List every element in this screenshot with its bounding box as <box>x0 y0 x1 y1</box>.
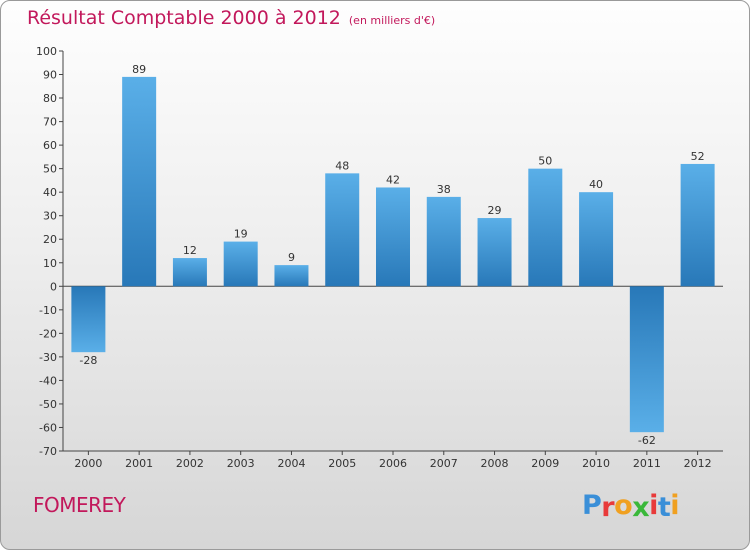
bar-2004 <box>274 265 309 287</box>
x-tick-label: 2012 <box>684 457 712 470</box>
x-tick-label: 2002 <box>176 457 204 470</box>
y-tick-label: -10 <box>39 304 57 317</box>
logo-letter: i <box>649 490 658 521</box>
y-tick-label: -50 <box>39 398 57 411</box>
logo-letter: t <box>657 492 671 523</box>
logo-letter: o <box>614 490 633 521</box>
y-tick-label: 40 <box>43 186 57 199</box>
logo-letter: i <box>670 490 680 521</box>
y-tick-label: 10 <box>43 257 57 270</box>
y-tick-label: 100 <box>36 45 57 58</box>
y-tick-label: -60 <box>39 421 57 434</box>
x-tick-label: 2001 <box>125 457 153 470</box>
bar-2006 <box>376 187 410 287</box>
value-label-2001: 89 <box>132 63 146 76</box>
value-label-2000: -28 <box>79 354 97 367</box>
chart-title-unit: (en milliers d'€) <box>348 14 436 27</box>
value-label-2010: 40 <box>589 178 603 191</box>
x-tick-label: 2000 <box>74 457 102 470</box>
y-tick-label: 50 <box>43 163 57 176</box>
bar-2005 <box>325 173 360 287</box>
y-tick-label: -30 <box>39 351 57 364</box>
chart-title-main: Résultat Comptable 2000 à 2012 <box>27 7 341 29</box>
y-tick-label: -70 <box>39 445 57 458</box>
y-tick-label: 20 <box>43 233 57 246</box>
value-label-2003: 19 <box>234 228 248 241</box>
chart-title: Résultat Comptable 2000 à 2012 (en millie… <box>27 7 435 29</box>
y-tick-label: 90 <box>43 69 57 82</box>
logo-letter: x <box>632 492 650 523</box>
value-label-2005: 48 <box>335 159 349 172</box>
x-tick-label: 2004 <box>277 457 305 470</box>
value-label-2007: 38 <box>437 183 451 196</box>
value-label-2011: -62 <box>638 434 656 447</box>
x-tick-label: 2010 <box>582 457 610 470</box>
x-tick-label: 2003 <box>227 457 255 470</box>
municipality-name: FOMEREY <box>33 493 126 517</box>
value-label-2008: 29 <box>488 204 502 217</box>
proxiti-logo: Proxiti <box>582 490 680 523</box>
logo-letter: r <box>601 492 615 523</box>
y-tick-label: 80 <box>43 92 57 105</box>
y-tick-label: 30 <box>43 210 57 223</box>
y-tick-label: 60 <box>43 139 57 152</box>
y-tick-label: 0 <box>50 280 57 293</box>
x-tick-label: 2007 <box>430 457 458 470</box>
x-tick-label: 2009 <box>531 457 559 470</box>
bars <box>71 76 715 433</box>
value-labels: -28 89 12 19 9 48 42 38 29 50 40 -62 52 <box>79 63 704 447</box>
bar-2009 <box>528 168 563 287</box>
x-tick-label: 2005 <box>328 457 356 470</box>
value-label-2002: 12 <box>183 244 197 257</box>
bar-2001 <box>122 76 157 287</box>
bar-2011 <box>629 286 664 433</box>
bar-2010 <box>579 192 614 287</box>
y-tick-label: 70 <box>43 116 57 129</box>
y-tick-label: -20 <box>39 327 57 340</box>
value-label-2012: 52 <box>691 150 705 163</box>
x-tick-label: 2011 <box>633 457 661 470</box>
bar-2002 <box>172 258 207 287</box>
value-label-2006: 42 <box>386 173 400 186</box>
value-label-2004: 9 <box>288 251 295 264</box>
bar-2008 <box>477 218 512 287</box>
bar-2000 <box>71 286 106 353</box>
x-tick-label: 2008 <box>481 457 509 470</box>
x-tick-label: 2006 <box>379 457 407 470</box>
value-label-2009: 50 <box>538 155 552 168</box>
bar-2007 <box>426 196 461 287</box>
bar-2012 <box>680 163 715 287</box>
bar-2003 <box>223 241 258 287</box>
y-tick-label: -40 <box>39 374 57 387</box>
logo-letter: P <box>582 490 602 521</box>
